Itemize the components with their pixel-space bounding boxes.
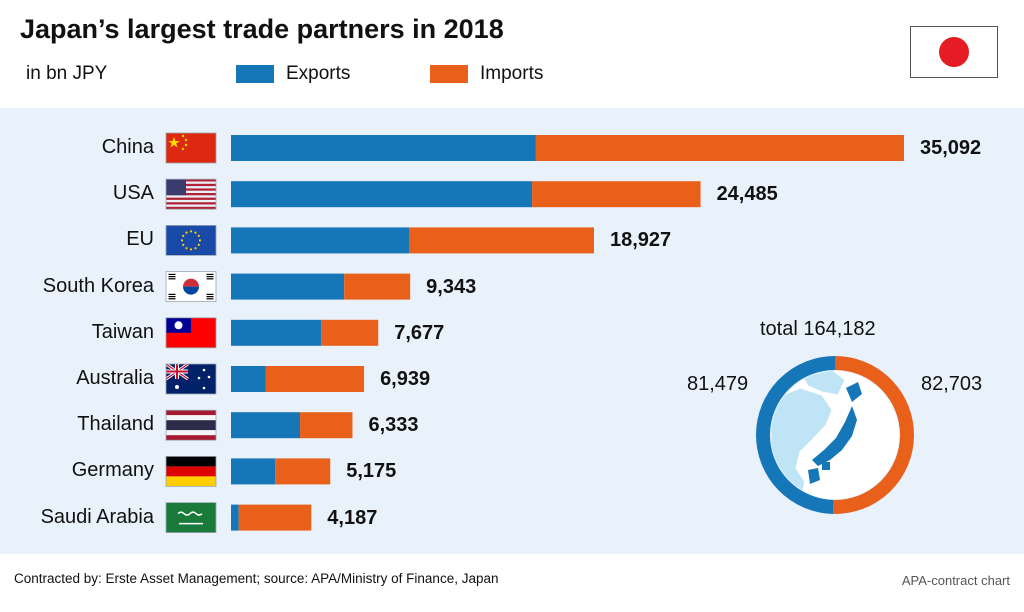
bar-imports-south-korea <box>344 273 411 300</box>
total-label-saudi-arabia: 4,187 <box>327 506 378 529</box>
category-label-germany: Germany <box>71 459 154 482</box>
bar-exports-saudi-arabia <box>231 504 239 531</box>
total-label-germany: 5,175 <box>346 460 397 483</box>
flag-usa-icon <box>165 178 217 210</box>
flag-saudi-arabia-icon <box>165 502 217 534</box>
bar-imports-australia <box>265 366 365 392</box>
total-label-australia: 6,939 <box>380 368 431 390</box>
category-label-usa: USA <box>112 182 154 205</box>
bar-exports-south-korea <box>231 273 345 300</box>
bar-exports-taiwan <box>231 319 322 346</box>
total-label-china: 35,092 <box>920 137 982 159</box>
bar-exports-eu <box>231 227 410 254</box>
bar-imports-thailand <box>300 412 353 439</box>
category-label-south-korea: South Korea <box>42 274 154 297</box>
category-label-taiwan: Taiwan <box>91 320 154 343</box>
flag-eu-icon <box>165 224 217 256</box>
donut-imports-arc <box>833 356 914 514</box>
legend-exports-swatch <box>236 65 274 83</box>
legend-imports-swatch <box>430 65 468 83</box>
footer-credit: APA-contract chart <box>901 573 1010 588</box>
japan-flag <box>910 26 998 78</box>
legend-exports-label: Exports <box>286 63 351 84</box>
donut-exports-label: 81,479 <box>687 373 749 395</box>
total-label-usa: 24,485 <box>716 183 778 206</box>
total-label-south-korea: 9,343 <box>426 275 477 298</box>
bar-exports-thailand <box>231 412 301 439</box>
flag-australia-icon <box>165 362 217 395</box>
bar-imports-taiwan <box>321 319 379 346</box>
total-label-taiwan: 7,677 <box>394 321 445 344</box>
unit-label: in bn JPY <box>26 63 108 84</box>
bar-imports-saudi-arabia <box>238 504 312 531</box>
category-label-saudi-arabia: Saudi Arabia <box>40 505 154 528</box>
footer-source: Contracted by: Erste Asset Management; s… <box>14 571 499 586</box>
donut-total-label: total 164,182 <box>760 318 876 340</box>
donut-imports-label: 82,703 <box>921 373 983 395</box>
flag-thailand-icon <box>165 409 217 441</box>
bar-imports-china <box>535 135 904 161</box>
chart-title: Japan’s largest trade partners in 2018 <box>20 14 504 44</box>
category-label-eu: EU <box>126 228 154 251</box>
category-label-china: China <box>101 136 154 158</box>
bar-exports-germany <box>231 458 276 485</box>
legend-imports-label: Imports <box>480 63 544 84</box>
donut-exports-arc <box>756 356 836 514</box>
category-label-australia: Australia <box>76 367 154 389</box>
donut-chart <box>756 356 914 514</box>
flag-germany-icon <box>165 455 217 487</box>
flag-china-icon <box>165 132 217 164</box>
category-label-thailand: Thailand <box>77 413 154 436</box>
bar-exports-usa <box>231 181 533 208</box>
flag-south-korea-icon <box>165 271 217 303</box>
bar-exports-china <box>231 135 536 161</box>
legend-exports: Exports <box>236 62 350 86</box>
bar-exports-australia <box>231 366 266 392</box>
legend-imports: Imports <box>430 62 543 86</box>
bar-imports-eu <box>409 227 594 254</box>
bar-imports-usa <box>532 181 701 208</box>
total-label-eu: 18,927 <box>609 229 672 252</box>
total-label-thailand: 6,333 <box>368 414 419 437</box>
flag-taiwan-icon <box>165 317 217 349</box>
bar-imports-germany <box>275 458 331 485</box>
